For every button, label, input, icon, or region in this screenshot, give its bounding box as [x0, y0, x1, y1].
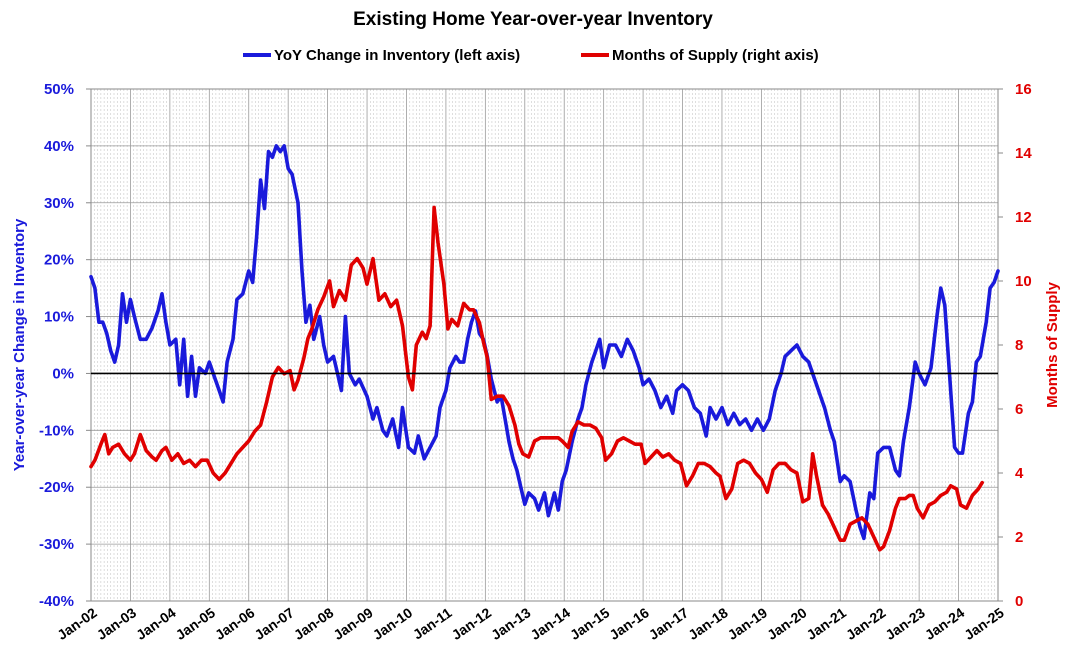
x-tick-label: Jan-13 — [488, 604, 534, 643]
x-tick-label: Jan-07 — [251, 604, 297, 643]
x-tick-label: Jan-16 — [606, 604, 652, 643]
x-tick-label: Jan-04 — [133, 604, 179, 643]
x-tick-label: Jan-20 — [764, 604, 810, 643]
legend-label-yoy: YoY Change in Inventory (left axis) — [274, 47, 520, 64]
y-tick-right: 14 — [1015, 145, 1032, 162]
y-tick-left: 0% — [52, 365, 74, 382]
series-layer — [89, 144, 1000, 552]
x-tick-label: Jan-17 — [646, 604, 692, 643]
series-line-yoy — [89, 144, 1000, 541]
y-tick-left: -10% — [39, 422, 74, 439]
y-tick-right: 10 — [1015, 273, 1032, 290]
x-tick-label: Jan-18 — [685, 604, 731, 643]
x-tick-label: Jan-23 — [882, 604, 928, 643]
x-tick-label: Jan-03 — [94, 604, 140, 643]
legend-label-mos: Months of Supply (right axis) — [612, 47, 819, 64]
gridlines — [91, 89, 998, 601]
x-tick-label: Jan-14 — [527, 604, 573, 643]
x-tick-label: Jan-11 — [410, 604, 455, 642]
y-tick-left: 50% — [44, 81, 74, 98]
y-tick-right: 12 — [1015, 209, 1032, 226]
y-tick-right: 0 — [1015, 593, 1023, 610]
y-tick-left: -30% — [39, 536, 74, 553]
x-tick-label: Jan-24 — [922, 604, 968, 643]
y-tick-left: 10% — [44, 309, 74, 326]
y-tick-right: 2 — [1015, 529, 1023, 546]
x-tick-label: Jan-25 — [961, 604, 1007, 643]
series-line-mos — [89, 205, 984, 552]
chart-title: Existing Home Year-over-year Inventory — [353, 9, 713, 30]
x-tick-label: Jan-06 — [212, 604, 258, 643]
y-tick-right: 4 — [1015, 465, 1024, 482]
legend: YoY Change in Inventory (left axis) Mont… — [243, 47, 819, 64]
x-tick-label: Jan-02 — [54, 604, 100, 643]
y-axis-left-label: Year-over-year Change in Inventory — [11, 218, 28, 471]
x-tick-label: Jan-10 — [370, 604, 416, 643]
y-tick-left: 20% — [44, 252, 74, 269]
x-tick-label: Jan-05 — [173, 604, 219, 643]
x-tick-label: Jan-22 — [843, 604, 889, 643]
y-tick-left: -40% — [39, 593, 74, 610]
x-tick-label: Jan-19 — [725, 604, 771, 643]
y-axis-right-label: Months of Supply — [1044, 281, 1061, 407]
y-tick-right: 8 — [1015, 337, 1023, 354]
x-tick-label: Jan-21 — [803, 604, 849, 643]
y-tick-left: 40% — [44, 138, 74, 155]
axes: -40% -30% -20% -10% 0% 10% 20% 30% 40% 50% 0 2 4 6 8 10… — [39, 81, 1032, 643]
y-tick-right: 6 — [1015, 401, 1023, 418]
x-tick-label: Jan-09 — [330, 604, 376, 643]
x-tick-label: Jan-08 — [291, 604, 337, 643]
y-tick-left: 30% — [44, 195, 74, 212]
y-tick-right: 16 — [1015, 81, 1032, 98]
x-tick-label: Jan-12 — [449, 604, 495, 643]
x-tick-label: Jan-15 — [567, 604, 613, 643]
y-tick-left: -20% — [39, 479, 74, 496]
